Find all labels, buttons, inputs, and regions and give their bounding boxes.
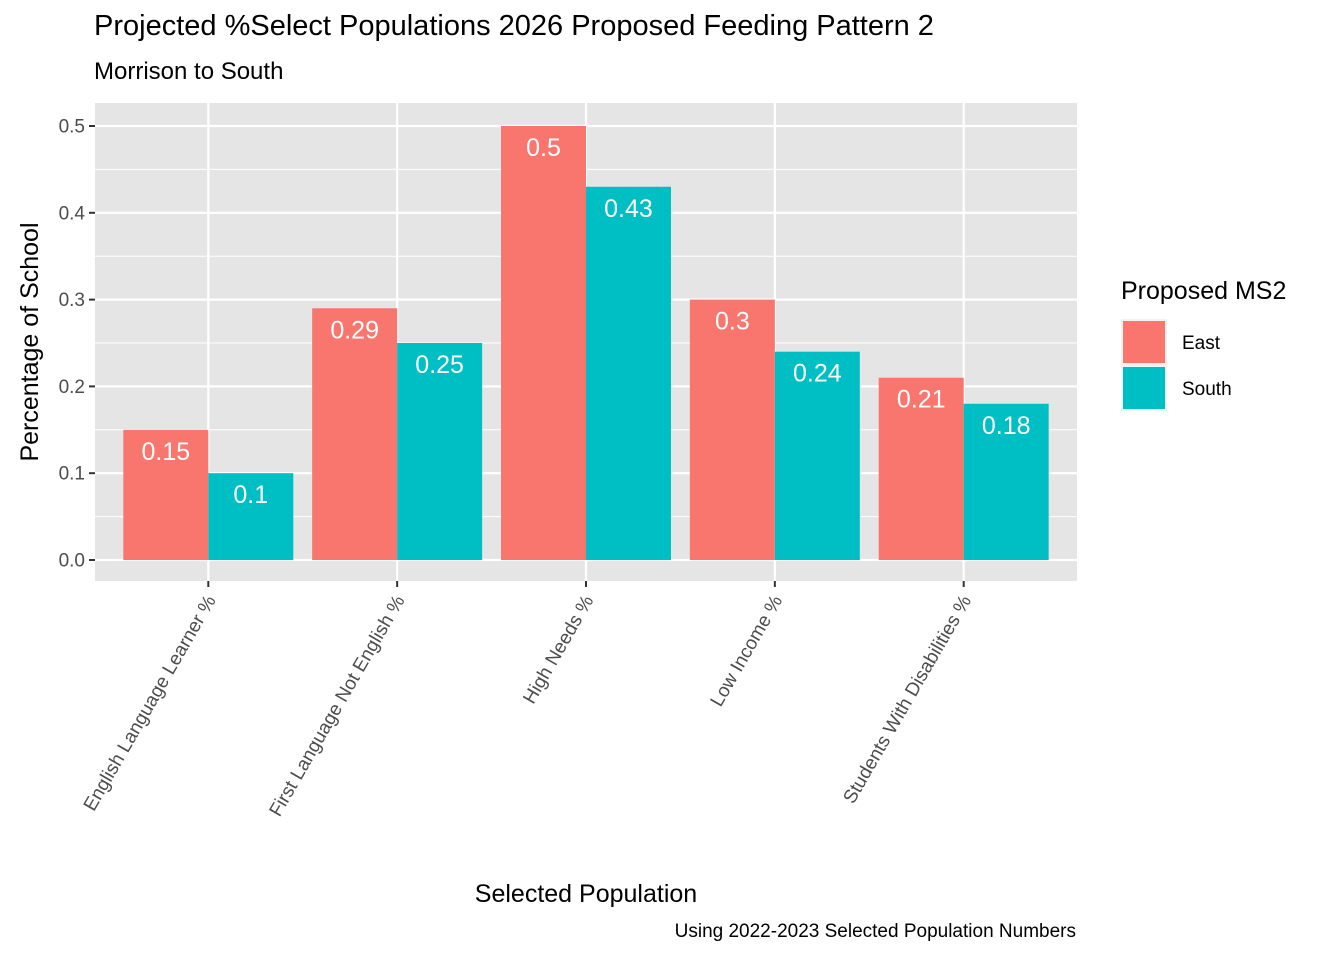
- chart-caption: Using 2022-2023 Selected Population Numb…: [674, 921, 1076, 942]
- bar-east: [312, 308, 398, 560]
- y-tick-label: 0.5: [59, 117, 85, 138]
- data-label: 0.21: [897, 386, 946, 414]
- bar-east: [123, 429, 209, 560]
- data-label: 0.29: [330, 316, 379, 344]
- bar-east: [689, 299, 775, 560]
- x-tick-label: English Language Learner %: [80, 592, 221, 815]
- x-tick-label: First Language Not English %: [266, 592, 410, 820]
- legend-label: South: [1182, 379, 1232, 400]
- legend-title: Proposed MS2: [1121, 277, 1286, 305]
- y-tick-label: 0.1: [59, 464, 85, 485]
- bar-south: [397, 343, 483, 560]
- chart-subtitle: Morrison to South: [94, 58, 284, 85]
- y-tick-label: 0.2: [59, 377, 85, 398]
- legend-key-south: [1123, 367, 1165, 409]
- data-label: 0.5: [526, 134, 561, 162]
- x-tick-label: High Needs %: [519, 592, 598, 708]
- data-label: 0.3: [715, 308, 750, 336]
- data-label: 0.25: [415, 351, 464, 379]
- legend-key-east: [1123, 321, 1165, 363]
- chart-title: Projected %Select Populations 2026 Propo…: [94, 10, 934, 42]
- bar-south: [208, 473, 294, 560]
- y-axis-title: Percentage of School: [16, 222, 44, 461]
- data-label: 0.1: [233, 481, 268, 509]
- data-label: 0.15: [141, 438, 190, 466]
- bar-south: [774, 351, 860, 560]
- y-tick-label: 0.0: [59, 551, 85, 572]
- data-label: 0.43: [604, 195, 653, 223]
- x-tick-label: Students With Disabilities %: [840, 592, 977, 807]
- y-tick-label: 0.4: [59, 203, 86, 224]
- bar-east: [501, 126, 586, 560]
- x-tick-label: Low Income %: [707, 592, 788, 711]
- data-label: 0.24: [793, 360, 842, 388]
- bar-east: [878, 377, 964, 560]
- legend: Proposed MS2 East South: [1121, 277, 1286, 411]
- y-tick-label: 0.3: [59, 290, 85, 311]
- bar-south: [586, 186, 671, 560]
- bar-south: [963, 403, 1049, 560]
- x-axis-title: Selected Population: [475, 880, 697, 908]
- legend-label: East: [1182, 333, 1221, 354]
- data-label: 0.18: [982, 412, 1031, 440]
